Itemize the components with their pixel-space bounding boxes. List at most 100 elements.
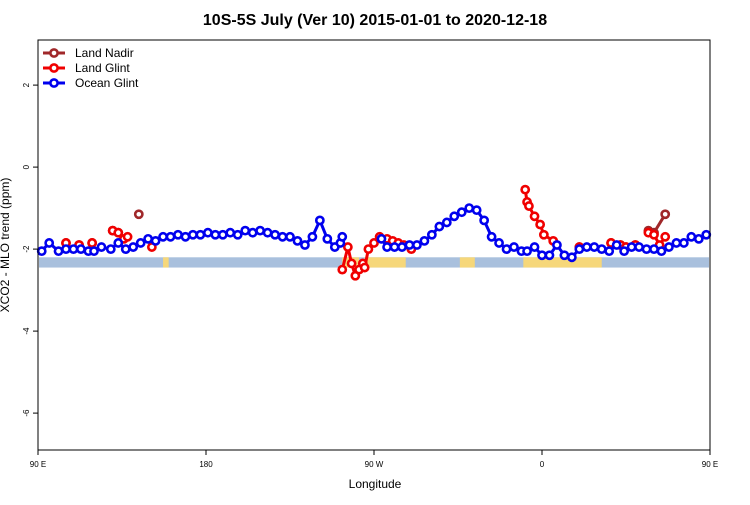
data-point [529, 211, 540, 222]
data-point [76, 244, 86, 254]
data-point [535, 219, 546, 230]
legend-marker [49, 48, 59, 58]
data-point [314, 215, 325, 226]
data-point [701, 229, 712, 240]
data-point [247, 227, 258, 238]
data-point [122, 231, 133, 242]
data-point [240, 225, 251, 236]
data-point [404, 240, 415, 250]
data-point [307, 231, 318, 242]
y-tick-label: 2 [22, 82, 31, 87]
data-point [686, 231, 697, 242]
data-point [165, 231, 176, 242]
data-point [337, 264, 348, 275]
data-point [434, 221, 445, 232]
data-point [471, 205, 482, 216]
x-tick-label: 90 E [30, 460, 46, 469]
land-segment [163, 257, 169, 268]
x-tick-label: 180 [199, 460, 213, 469]
data-point [412, 240, 422, 250]
data-point [456, 207, 467, 218]
data-point [660, 209, 671, 220]
data-point [441, 217, 452, 228]
data-point [589, 242, 600, 252]
data-point [105, 244, 116, 254]
data-point [270, 229, 280, 240]
data-point [566, 252, 577, 263]
chart-title: 10S-5S July (Ver 10) 2015-01-01 to 2020-… [203, 12, 547, 29]
data-point [544, 250, 555, 261]
land-segment [523, 257, 602, 268]
x-tick-label: 90 E [702, 460, 718, 469]
data-point [382, 242, 392, 252]
data-point [479, 215, 490, 226]
land-ocean-band [39, 257, 709, 268]
data-point [158, 231, 168, 242]
data-point [68, 244, 79, 254]
data-point [376, 233, 387, 244]
data-point [552, 240, 562, 250]
data-point [133, 209, 144, 220]
data-point [626, 242, 637, 252]
data-point [173, 229, 183, 240]
data-point [611, 240, 622, 250]
data-point [113, 227, 124, 238]
data-point [671, 238, 682, 248]
data-point [529, 242, 540, 252]
series-ocean-glint [36, 203, 712, 263]
data-point [113, 238, 124, 248]
data-point [660, 231, 671, 242]
data-point [634, 242, 644, 252]
data-point [337, 231, 348, 242]
data-point [262, 227, 273, 238]
data-point [520, 184, 531, 195]
legend-marker [49, 63, 59, 73]
data-point [494, 238, 504, 248]
data-point [96, 242, 107, 252]
data-point [369, 238, 379, 248]
data-point [180, 231, 191, 242]
data-point [61, 244, 71, 254]
data-point [581, 242, 592, 252]
data-point [285, 231, 295, 242]
data-point [89, 246, 99, 257]
data-point [426, 229, 437, 240]
data-point [664, 242, 674, 252]
data-point [619, 246, 630, 257]
x-tick-label: 90 W [365, 460, 384, 469]
data-point [486, 231, 497, 242]
data-point [596, 244, 607, 254]
y-axis-label: XCO2 - MLO trend (ppm) [0, 178, 12, 313]
y-tick-label: -4 [22, 327, 31, 335]
data-point [641, 244, 652, 254]
y-tick-label: -2 [22, 245, 31, 253]
data-point [195, 229, 206, 240]
data-point [559, 250, 570, 261]
data-point [150, 235, 161, 246]
x-tick-label: 0 [540, 460, 545, 469]
data-point [397, 242, 407, 252]
legend-label: Land Glint [75, 61, 130, 75]
legend-marker [49, 78, 59, 88]
data-point [649, 244, 659, 254]
data-point [509, 242, 519, 252]
data-point [128, 242, 139, 252]
legend-entry: Ocean Glint [43, 76, 139, 90]
data-point [135, 238, 146, 248]
data-point [693, 233, 704, 244]
y-tick-label: -6 [22, 409, 31, 417]
data-point [522, 246, 532, 257]
data-point [44, 238, 55, 248]
data-point [342, 242, 353, 252]
data-point [120, 244, 131, 254]
series-layer [36, 184, 712, 281]
y-tick-label: 0 [22, 164, 31, 169]
data-point [604, 246, 615, 257]
axis-layer: 90 E 180 90 W 0 90 E 2 0 -2 -4 -6 [22, 82, 718, 469]
x-axis-label: Longitude [349, 477, 402, 491]
data-point [322, 233, 333, 244]
data-point [188, 229, 198, 240]
data-point [419, 235, 430, 246]
